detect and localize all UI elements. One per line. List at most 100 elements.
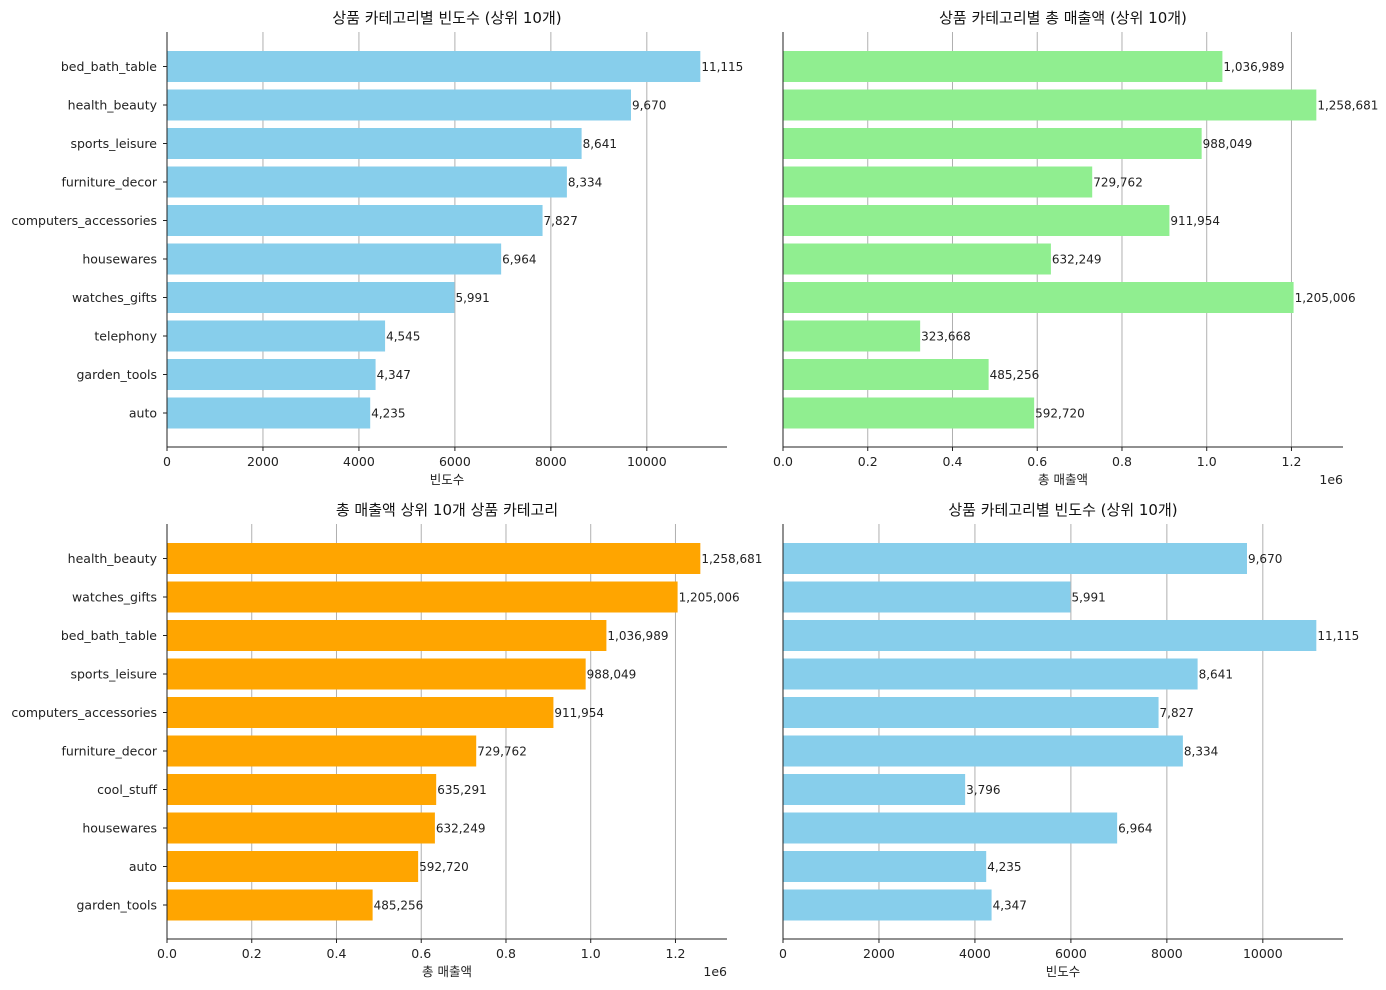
bar-garden-tools [167, 359, 376, 390]
category-label: computers_accessories [11, 705, 157, 720]
x-tick-label: 0.0 [157, 946, 177, 961]
bar-bed-bath-table [783, 620, 1317, 651]
value-label: 4,347 [377, 368, 411, 382]
value-label: 485,256 [990, 368, 1040, 382]
x-axis-title: 빈도수 [1046, 964, 1081, 979]
bar-sports-leisure [783, 128, 1202, 159]
subplot-frequency-top: 11,115 bed_bath_table 9,670 health_beauty 8,… [11, 9, 743, 487]
value-label: 988,049 [1203, 137, 1253, 151]
bar-housewares [167, 812, 435, 844]
x-tick-label: 1.0 [1197, 454, 1217, 469]
bar-watches-gifts [167, 581, 678, 613]
category-label: garden_tools [77, 367, 158, 382]
value-label: 11,115 [1317, 629, 1359, 643]
value-label: 5,991 [455, 291, 489, 305]
chart-title: 상품 카테고리별 빈도수 (상위 10개) [332, 9, 561, 27]
category-label: furniture_decor [61, 744, 157, 759]
category-label: sports_leisure [70, 136, 157, 151]
category-label: watches_gifts [72, 590, 157, 605]
x-tick-label: 0.6 [411, 946, 431, 961]
bar-auto [783, 397, 1035, 429]
bar-sports-leisure [167, 128, 582, 159]
value-label: 729,762 [1093, 176, 1143, 190]
bar-computers-accessories [167, 697, 554, 728]
category-label: sports_leisure [70, 667, 157, 682]
chart-title: 총 매출액 상위 10개 상품 카테고리 [336, 501, 558, 519]
value-label: 1,205,006 [1295, 291, 1356, 305]
category-label: bed_bath_table [61, 59, 157, 74]
value-label: 5,991 [1071, 591, 1105, 605]
x-tick-label: 0.0 [773, 454, 793, 469]
value-label: 11,115 [701, 60, 743, 74]
x-tick-label: 4000 [959, 946, 991, 961]
category-label: health_beauty [68, 551, 158, 566]
x-tick-label: 0 [163, 454, 171, 469]
value-label: 1,036,989 [1223, 60, 1284, 74]
value-label: 323,668 [921, 330, 971, 344]
chart-title: 상품 카테고리별 총 매출액 (상위 10개) [939, 9, 1187, 27]
bar-bed-bath-table [167, 51, 701, 82]
bar-furniture-decor [167, 166, 567, 198]
bar-watches-gifts [783, 581, 1071, 613]
bar-furniture-decor [783, 735, 1183, 767]
x-tick-label: 0.2 [242, 946, 262, 961]
x-axis-title: 빈도수 [430, 472, 465, 487]
x-tick-label: 1.2 [666, 946, 686, 961]
x-tick-label: 0 [779, 946, 787, 961]
value-label: 4,235 [371, 407, 405, 421]
bar-cool-stuff [783, 774, 966, 805]
value-label: 4,235 [987, 860, 1021, 874]
x-tick-label: 1.2 [1282, 454, 1302, 469]
value-label: 911,954 [554, 706, 604, 720]
x-tick-label: 0.2 [858, 454, 878, 469]
value-label: 8,641 [1199, 668, 1233, 682]
x-tick-label: 1.0 [581, 946, 601, 961]
bar-computers-accessories [167, 205, 543, 236]
value-label: 729,762 [477, 745, 527, 759]
category-label: telephony [94, 329, 157, 344]
x-tick-label: 0.8 [1112, 454, 1132, 469]
bar-auto [167, 397, 371, 429]
bar-housewares [783, 812, 1118, 844]
bar-furniture-decor [167, 735, 477, 767]
value-label: 485,256 [374, 899, 424, 913]
value-label: 632,249 [436, 822, 486, 836]
axis-offset-label: 1e6 [703, 964, 727, 979]
x-axis-title: 총 매출액 [1038, 472, 1088, 487]
bar-health-beauty [783, 89, 1317, 121]
bar-bed-bath-table [167, 620, 607, 651]
bar-furniture-decor [783, 166, 1093, 198]
bar-garden-tools [783, 889, 992, 921]
bar-computers-accessories [783, 697, 1159, 728]
bar-garden-tools [167, 889, 373, 921]
x-tick-label: 0.4 [943, 454, 963, 469]
value-label: 1,036,989 [607, 629, 668, 643]
bar-sports-leisure [783, 658, 1198, 690]
category-label: garden_tools [77, 898, 158, 913]
bar-auto [783, 851, 987, 882]
x-tick-label: 4000 [343, 454, 375, 469]
bar-computers-accessories [783, 205, 1170, 236]
value-label: 592,720 [1035, 407, 1085, 421]
subplot-revenue-top: 1,036,989 1,258,681 988,049 729,762 911,954 6… [773, 9, 1378, 487]
value-label: 8,334 [1184, 745, 1218, 759]
x-tick-label: 0.6 [1027, 454, 1047, 469]
bar-garden-tools [783, 359, 989, 390]
category-label: housewares [82, 252, 157, 267]
value-label: 1,258,681 [701, 552, 762, 566]
bar-bed-bath-table [783, 51, 1223, 82]
category-label: computers_accessories [11, 213, 157, 228]
category-label: auto [129, 859, 157, 874]
chart-title: 상품 카테고리별 빈도수 (상위 10개) [948, 501, 1177, 519]
subplot-revenue-ranking: 1,258,681 health_beauty 1,205,006 watches_g… [11, 501, 762, 979]
bar-housewares [167, 243, 502, 275]
value-label: 9,670 [632, 99, 666, 113]
value-label: 988,049 [587, 668, 637, 682]
category-label: auto [129, 406, 157, 421]
x-tick-label: 0.8 [496, 946, 516, 961]
category-label: bed_bath_table [61, 628, 157, 643]
value-label: 7,827 [1160, 706, 1194, 720]
value-label: 635,291 [437, 783, 487, 797]
value-label: 592,720 [419, 860, 469, 874]
